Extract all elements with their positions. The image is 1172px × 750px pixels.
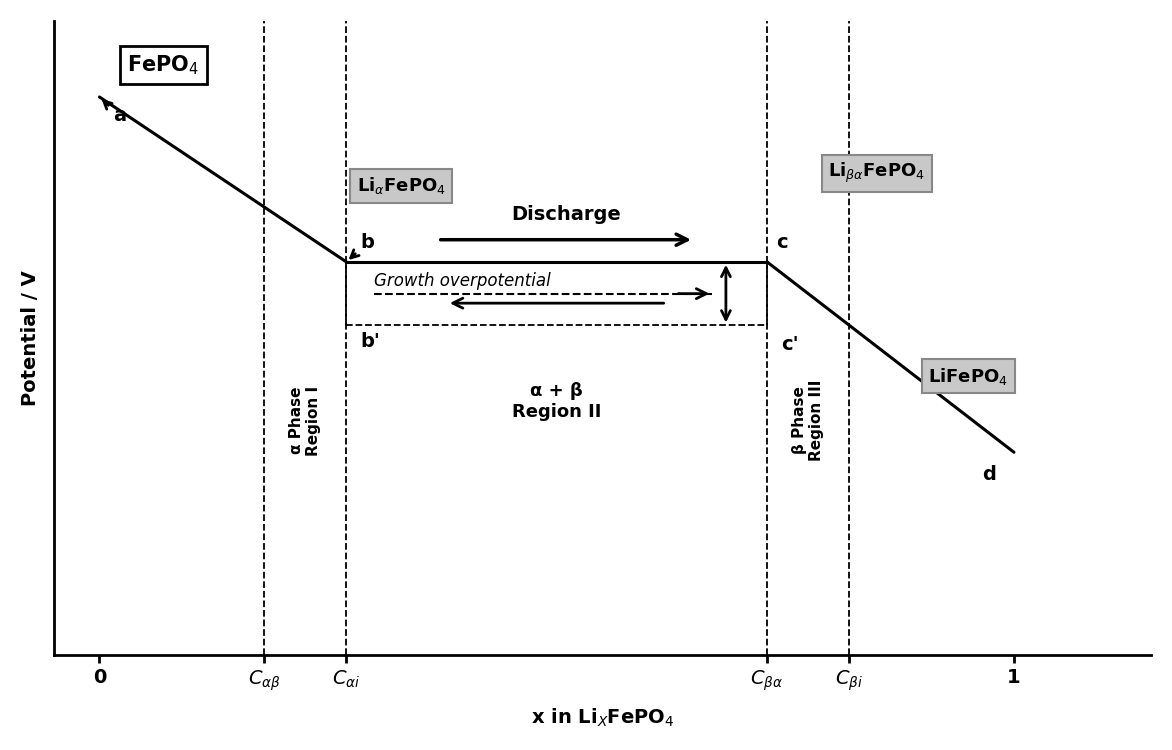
Text: β Phase
Region III: β Phase Region III — [792, 380, 824, 461]
Text: b': b' — [360, 332, 380, 351]
Text: FePO$_4$: FePO$_4$ — [128, 53, 199, 77]
Text: b: b — [350, 233, 374, 258]
X-axis label: x in Li$_X$FePO$_4$: x in Li$_X$FePO$_4$ — [531, 706, 674, 729]
Text: Growth overpotential: Growth overpotential — [374, 272, 551, 290]
Y-axis label: Potential / V: Potential / V — [21, 270, 40, 406]
Text: Li$_{\alpha}$FePO$_4$: Li$_{\alpha}$FePO$_4$ — [356, 176, 445, 196]
Text: c': c' — [781, 335, 798, 354]
Text: c: c — [776, 233, 788, 253]
Text: d: d — [982, 465, 996, 484]
Text: α + β
Region II: α + β Region II — [512, 382, 601, 421]
Text: α Phase
Region I: α Phase Region I — [289, 386, 321, 455]
Text: LiFePO$_4$: LiFePO$_4$ — [928, 366, 1008, 387]
Text: Discharge: Discharge — [511, 205, 621, 224]
Text: Li$_{\beta\alpha}$FePO$_4$: Li$_{\beta\alpha}$FePO$_4$ — [829, 161, 926, 185]
Text: a: a — [104, 101, 127, 125]
